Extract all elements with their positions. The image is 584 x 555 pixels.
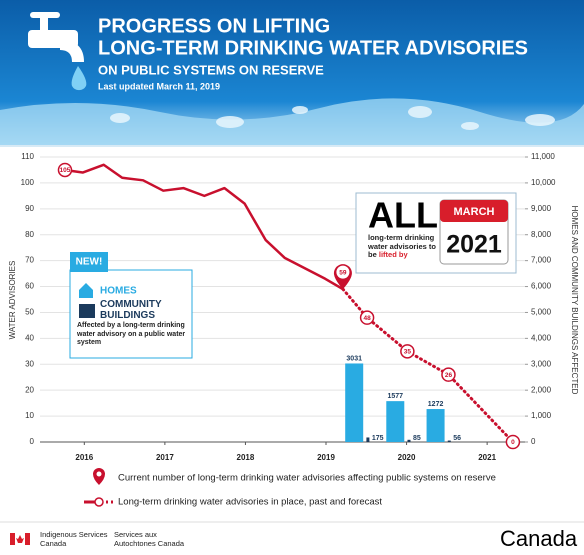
y-tick-label: 80 xyxy=(25,230,34,239)
canada-wordmark: Canada xyxy=(500,526,578,551)
point-label: 26 xyxy=(445,372,453,379)
y2-tick-label: 7,000 xyxy=(531,256,552,265)
point-label: 59 xyxy=(339,269,347,276)
y-tick-label: 100 xyxy=(21,178,35,187)
flag-icon xyxy=(10,533,30,545)
point-marker xyxy=(359,310,375,325)
calendar-top xyxy=(440,200,508,222)
bubbles xyxy=(110,106,555,130)
bar-value-label: 56 xyxy=(453,435,461,442)
bar-value-label: 1272 xyxy=(428,401,444,408)
y-tick-label: 110 xyxy=(21,152,34,161)
y-tick-label: 60 xyxy=(25,282,34,291)
water-wave xyxy=(0,98,584,145)
legend-community: COMMUNITY BUILDINGS xyxy=(100,299,162,321)
pin-hole xyxy=(336,265,350,279)
x-tick-label: 2021 xyxy=(478,453,496,462)
callout-text-main: long-term drinking water advisories to b… xyxy=(368,233,436,259)
y2-tick-label: 6,000 xyxy=(531,282,552,291)
faucet-icon xyxy=(28,12,87,91)
point-label: 35 xyxy=(404,349,412,356)
calendar-year: 2021 xyxy=(446,231,502,259)
y2-tick-label: 2,000 xyxy=(531,385,552,394)
bar-value-label: 3031 xyxy=(346,355,362,362)
y2-tick-label: 10,000 xyxy=(531,178,556,187)
bar xyxy=(447,440,451,442)
divider xyxy=(0,145,584,147)
callout-highlight: lifted by xyxy=(378,250,408,259)
dept-fr: Services aux Autochtones Canada xyxy=(114,530,185,548)
subtitle: ON PUBLIC SYSTEMS ON RESERVE xyxy=(98,62,324,77)
y-tick-label: 70 xyxy=(25,256,34,265)
new-note: Affected by a long-term drinking water a… xyxy=(77,322,186,346)
x-tick-label: 2017 xyxy=(156,453,174,462)
point-marker xyxy=(400,344,415,359)
line-past xyxy=(64,163,344,291)
bar xyxy=(366,437,370,442)
point-label: 105 xyxy=(60,167,71,174)
callout-big: ALL xyxy=(368,195,438,236)
y-tick-label: 30 xyxy=(25,359,34,368)
bar-value-label: 175 xyxy=(372,435,384,442)
y2-tick-label: 8,000 xyxy=(531,230,552,239)
y-tick-label: 0 xyxy=(30,437,35,446)
y-tick-label: 90 xyxy=(25,204,34,213)
legend-current: Current number of long-term drinking wat… xyxy=(118,473,496,484)
y-tick-label: 20 xyxy=(25,385,34,394)
bar-value-label: 85 xyxy=(413,435,421,442)
point-label: 0 xyxy=(511,439,515,446)
building-icon xyxy=(79,304,95,318)
y2-tick-label: 5,000 xyxy=(531,308,552,317)
y-axis-title: WATER ADVISORIES xyxy=(8,261,17,340)
updated-date: Last updated March 11, 2019 xyxy=(98,81,220,91)
x-tick-label: 2016 xyxy=(75,453,93,462)
title-line: PROGRESS ON LIFTING xyxy=(98,15,330,37)
bar xyxy=(426,409,445,442)
bar xyxy=(407,439,411,442)
legend-marker xyxy=(94,497,104,507)
point-marker xyxy=(57,162,73,178)
title-line: LONG-TERM DRINKING WATER ADVISORIES xyxy=(98,37,528,59)
y2-tick-label: 4,000 xyxy=(531,333,552,342)
point-marker xyxy=(505,434,521,450)
y2-tick-label: 3,000 xyxy=(531,359,552,368)
x-tick-label: 2019 xyxy=(317,453,335,462)
x-tick-label: 2018 xyxy=(237,453,255,462)
callout-text: long-term drinking water advisories to b… xyxy=(368,233,438,260)
bar xyxy=(345,363,364,442)
calendar-month: MARCH xyxy=(454,206,495,218)
y2-tick-label: 9,000 xyxy=(531,204,552,213)
house-icon xyxy=(79,283,93,298)
legend-homes: HOMES xyxy=(100,286,137,297)
y-tick-label: 10 xyxy=(25,411,34,420)
legend-line-label: Long-term drinking water advisories in p… xyxy=(118,497,382,508)
x-tick-label: 2020 xyxy=(398,453,416,462)
y2-tick-label: 0 xyxy=(531,437,536,446)
new-badge-bg xyxy=(70,252,108,272)
new-badge: NEW! xyxy=(76,257,103,268)
pin-dot xyxy=(96,471,102,477)
y-tick-label: 40 xyxy=(25,333,34,342)
y2-tick-label: 1,000 xyxy=(531,411,552,420)
y-tick-label: 50 xyxy=(25,308,34,317)
point-marker xyxy=(441,367,456,382)
point-label: 48 xyxy=(363,315,371,322)
y2-tick-label: 11,000 xyxy=(531,152,555,161)
bar-value-label: 1577 xyxy=(388,393,404,400)
bar xyxy=(386,401,405,442)
dept-en: Indigenous Services Canada xyxy=(40,530,108,548)
y2-axis-title: HOMES AND COMMUNITY BUILDINGS AFFECTED xyxy=(570,206,579,395)
